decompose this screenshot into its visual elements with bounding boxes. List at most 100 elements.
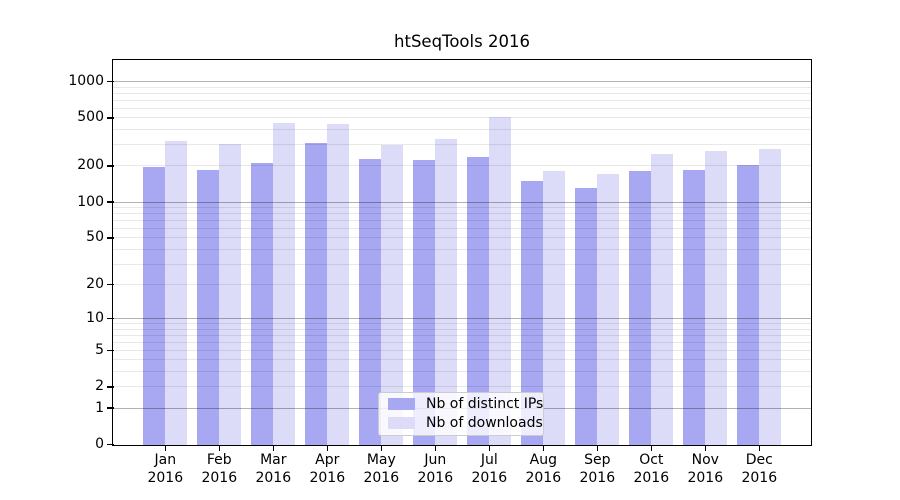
gridline-minor	[113, 284, 811, 285]
x-tick-mark	[758, 444, 760, 451]
y-tick-mark	[106, 165, 114, 167]
gridline-minor	[113, 165, 811, 167]
gridline-major	[113, 80, 811, 82]
gridline-minor	[113, 117, 811, 119]
x-tick-mark	[650, 444, 652, 451]
legend-label-distinct-ips: Nb of distinct IPs	[426, 396, 544, 412]
bar-ips-oct	[628, 170, 651, 445]
x-tick-label-may: May 2016	[363, 452, 400, 486]
gridline-minor	[113, 220, 811, 221]
bar-ips-may	[358, 159, 381, 445]
gridline-minor	[113, 99, 811, 101]
y-tick-mark	[106, 201, 114, 203]
y-tick-mark	[106, 80, 114, 83]
x-tick-mark	[272, 444, 275, 451]
bar-downloads-may	[380, 145, 403, 445]
gridline-minor	[113, 248, 811, 250]
bar-downloads-jul	[488, 116, 511, 445]
bar-ips-jun	[412, 160, 435, 445]
gridline-minor	[113, 92, 811, 94]
x-tick-mark	[542, 444, 544, 451]
x-tick-mark	[488, 444, 491, 451]
y-tick-label: 200	[77, 157, 104, 174]
bar-ips-sep	[574, 188, 597, 445]
bar-ips-jan	[142, 166, 165, 445]
x-tick-label-dec: Dec 2016	[741, 452, 778, 486]
x-tick-label-apr: Apr 2016	[309, 452, 346, 486]
y-tick-label: 10	[86, 310, 104, 326]
y-tick-mark	[106, 117, 114, 119]
gridline-minor	[113, 107, 811, 109]
x-tick-mark	[326, 444, 329, 451]
y-tick-mark	[106, 283, 114, 286]
x-tick-label-jun: Jun 2016	[417, 452, 454, 486]
bar-ips-aug	[520, 181, 543, 445]
bar-ips-feb	[196, 170, 219, 445]
gridline-minor	[113, 334, 811, 336]
y-tick-mark	[106, 386, 114, 388]
x-tick-mark	[380, 444, 383, 451]
gridline-major	[113, 318, 811, 319]
bar-downloads-nov	[704, 150, 727, 445]
gridline-minor	[113, 237, 811, 239]
y-tick-label: 5	[95, 341, 104, 358]
y-tick-label: 0	[95, 436, 104, 452]
bar-downloads-aug	[542, 170, 565, 445]
bar-downloads-sep	[596, 173, 619, 445]
legend-label-downloads: Nb of downloads	[426, 415, 543, 431]
bar-downloads-mar	[272, 122, 295, 445]
y-tick-label: 50	[86, 229, 104, 246]
gridline-minor	[113, 129, 811, 130]
chart-title: htSeqTools 2016	[394, 32, 530, 51]
x-tick-mark	[596, 444, 598, 451]
x-tick-label-aug: Aug 2016	[525, 452, 562, 486]
gridline-minor	[113, 228, 811, 229]
x-tick-label-oct: Oct 2016	[633, 452, 670, 486]
y-tick-mark	[106, 317, 114, 320]
plot-area	[112, 58, 812, 446]
legend-swatch-distinct-ips	[388, 398, 415, 410]
y-tick-label: 1000	[68, 72, 104, 89]
legend-item-distinct-ips: Nb of distinct IPs	[379, 395, 543, 414]
bar-ips-nov	[682, 169, 705, 445]
gridline-minor	[113, 341, 811, 343]
y-tick-mark	[106, 443, 114, 446]
x-tick-mark	[164, 444, 167, 451]
gridline-minor	[113, 86, 811, 88]
bar-downloads-dec	[758, 148, 781, 445]
gridline-minor	[113, 263, 811, 265]
x-tick-label-feb: Feb 2016	[201, 452, 238, 486]
y-tick-label: 2	[95, 378, 104, 395]
x-tick-mark	[434, 444, 437, 451]
y-tick-label: 100	[77, 193, 104, 210]
gridline-minor	[113, 371, 811, 373]
gridline-minor	[113, 349, 811, 351]
x-tick-label-jan: Jan 2016	[147, 452, 184, 486]
x-tick-label-mar: Mar 2016	[255, 452, 292, 486]
gridline-minor	[113, 386, 811, 388]
x-tick-label-sep: Sep 2016	[579, 452, 616, 486]
bar-ips-dec	[736, 164, 759, 445]
y-tick-label: 500	[77, 109, 104, 126]
gridline-minor	[113, 207, 811, 208]
bar-downloads-jan	[164, 140, 187, 445]
x-tick-mark	[704, 444, 706, 451]
gridline-minor	[113, 359, 811, 361]
gridline-minor	[113, 323, 811, 324]
legend-item-downloads: Nb of downloads	[379, 414, 543, 433]
legend-swatch-downloads	[388, 417, 415, 429]
legend: Nb of distinct IPs Nb of downloads	[378, 391, 544, 436]
gridline-minor	[113, 144, 811, 146]
gridline-minor	[113, 213, 811, 215]
bar-downloads-oct	[650, 154, 673, 445]
y-tick-mark	[106, 349, 114, 352]
y-tick-mark	[106, 237, 114, 239]
gridline-major	[113, 201, 811, 203]
bar-ips-jul	[466, 156, 489, 445]
bar-downloads-apr	[326, 124, 349, 445]
bar-ips-apr	[304, 143, 327, 445]
y-tick-mark	[106, 407, 114, 409]
y-tick-label: 1	[95, 399, 104, 416]
bar-ips-mar	[250, 163, 273, 445]
